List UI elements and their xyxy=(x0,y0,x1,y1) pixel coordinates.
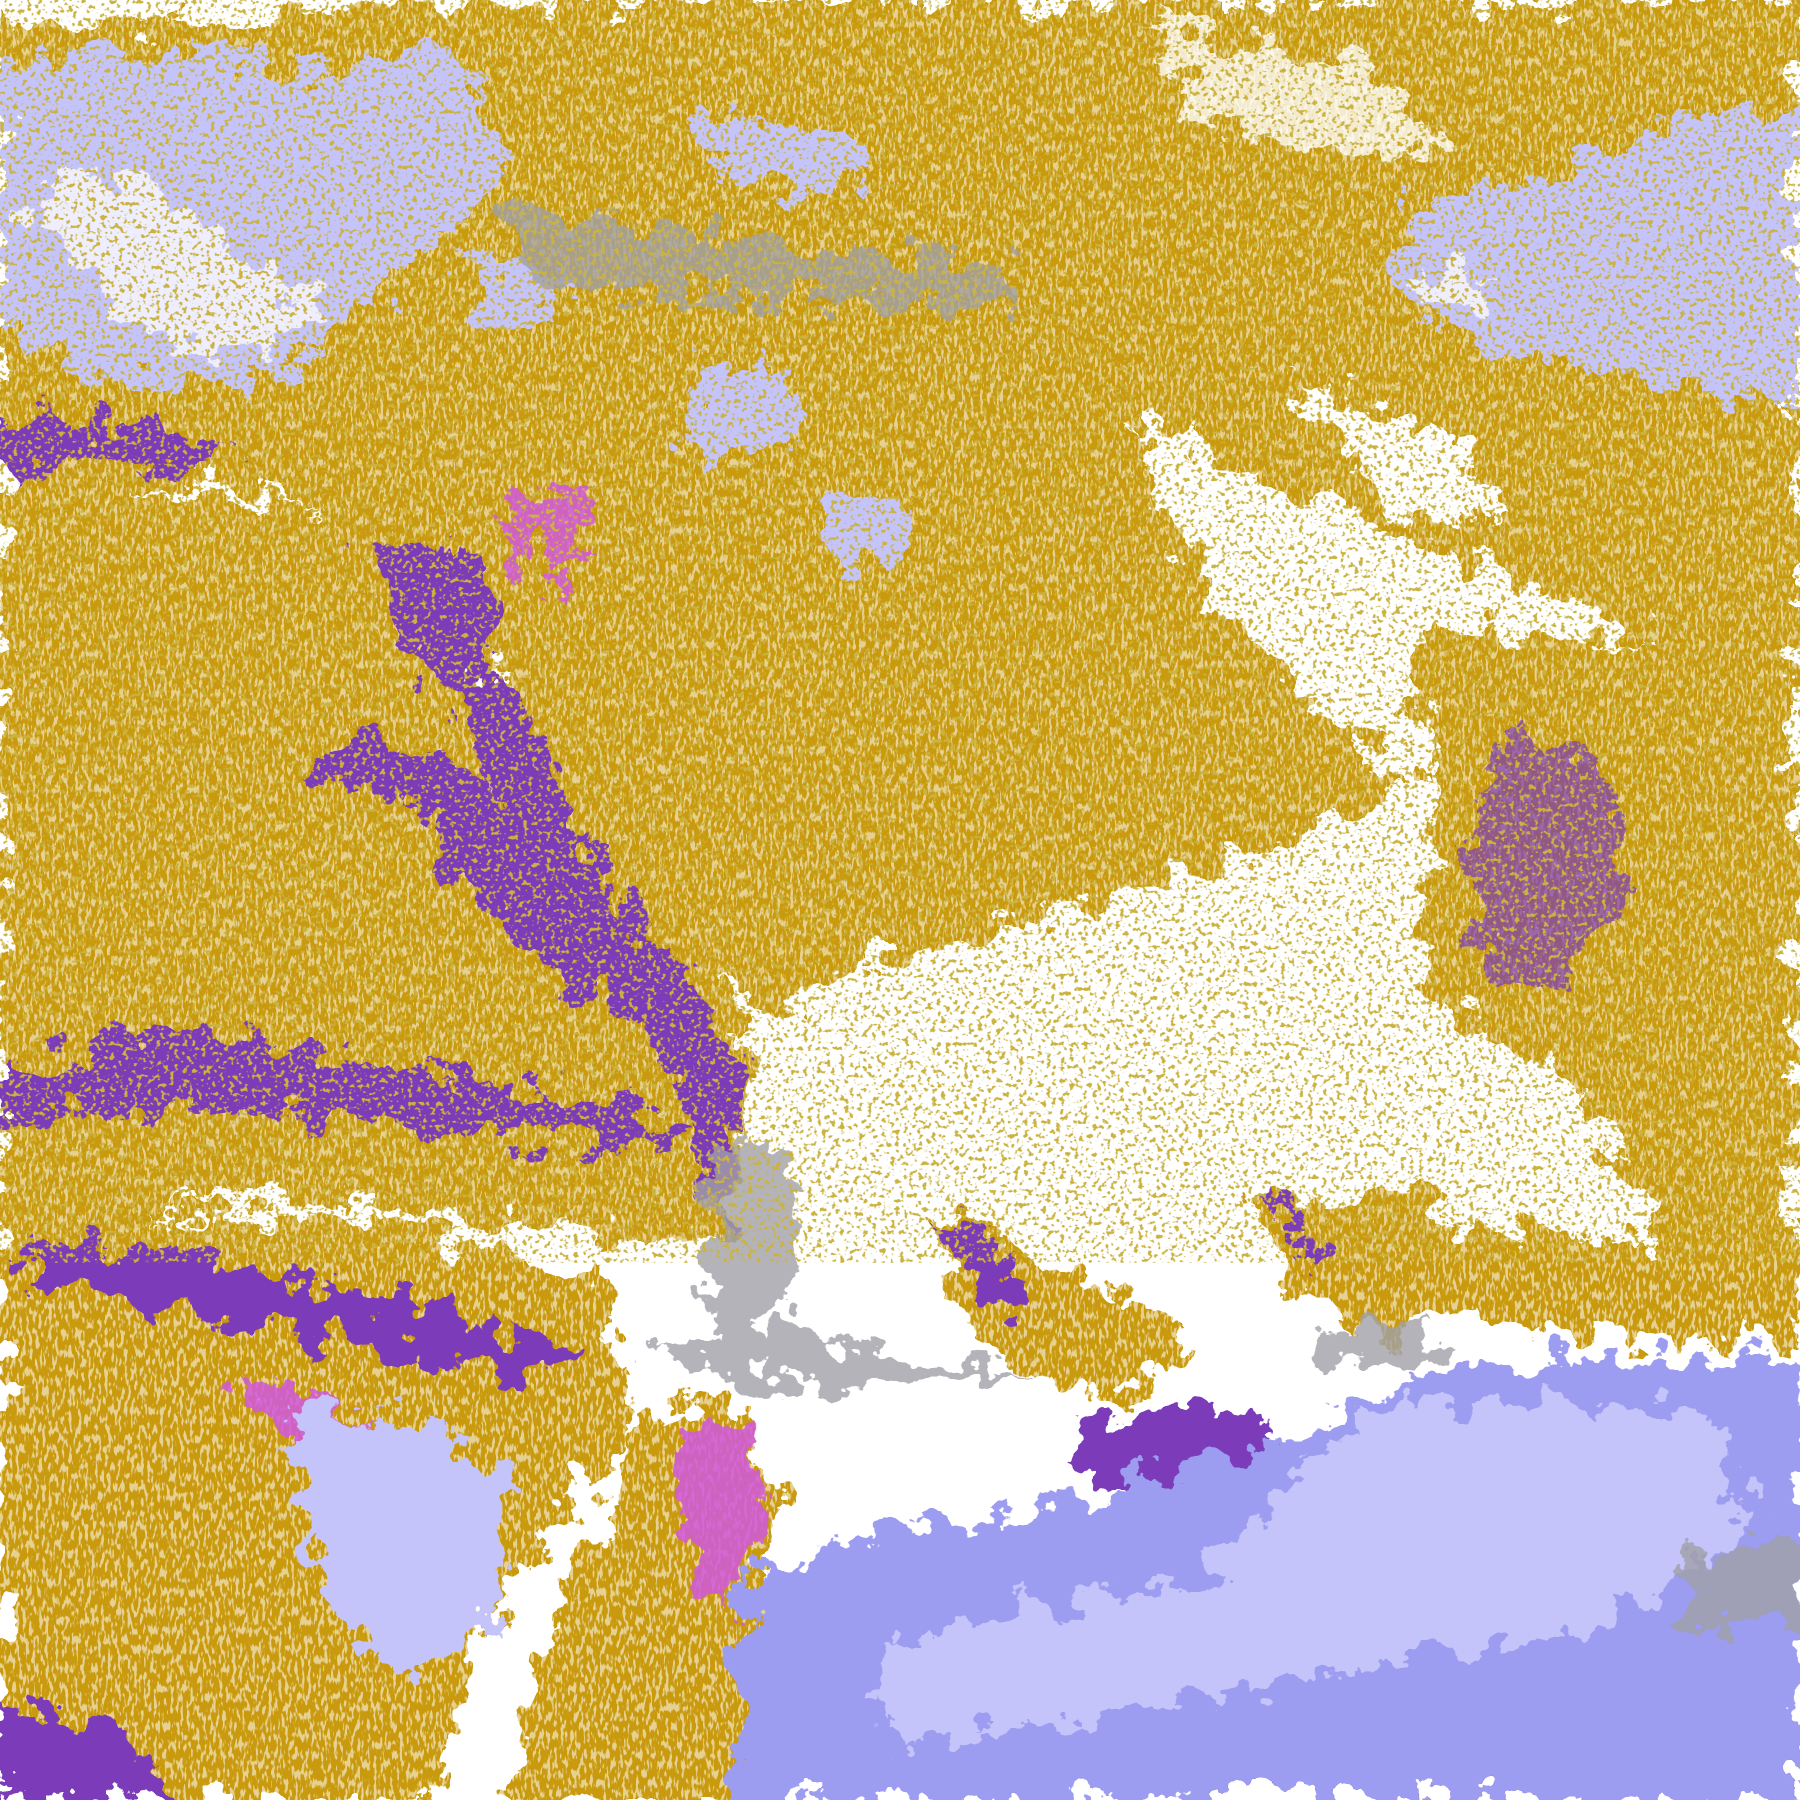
gold-speckle-overlay xyxy=(0,0,1800,1263)
